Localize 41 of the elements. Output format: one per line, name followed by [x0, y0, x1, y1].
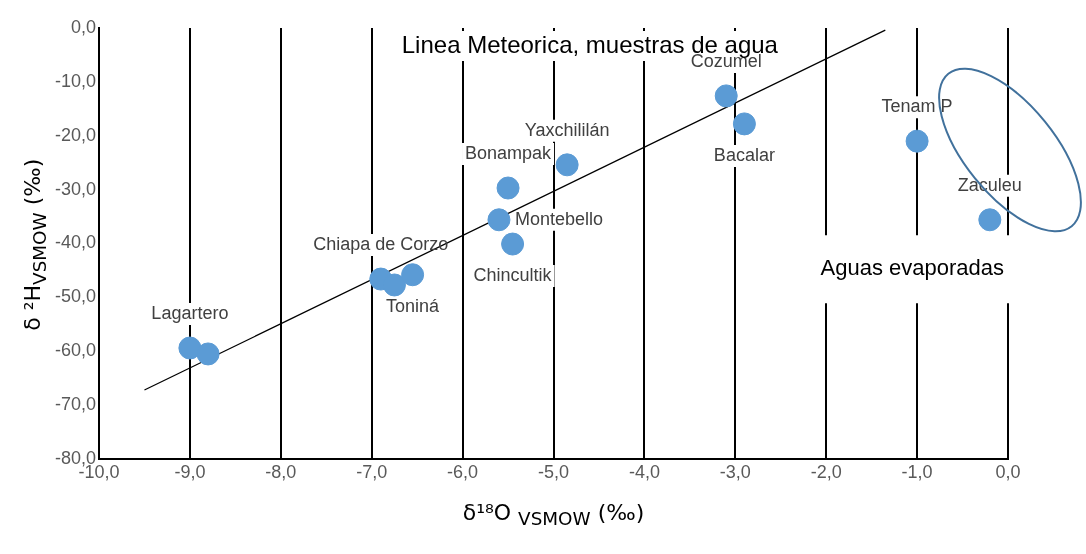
y-tick-label: -70,0	[54, 394, 96, 415]
point	[178, 336, 202, 360]
x-axis-title: δ¹⁸O $_{VSMOW}$ (‰)	[461, 500, 646, 530]
point	[555, 153, 579, 177]
y-tick-label: -60,0	[54, 340, 96, 361]
data-label: Tenam P	[881, 96, 953, 117]
point	[905, 129, 929, 153]
x-tick-label: -2,0	[810, 461, 842, 482]
x-tick-label: 0,0	[995, 461, 1021, 482]
point	[732, 112, 756, 136]
annotation: Aguas evaporadas	[820, 255, 1004, 281]
x-tick-label: -7,0	[356, 461, 388, 482]
data-label: Bonampak	[465, 142, 553, 163]
x-tick-label: -1,0	[901, 461, 933, 482]
y-tick-label: 0,0	[70, 16, 96, 37]
y-tick-label: -10,0	[54, 70, 96, 91]
point	[487, 208, 511, 232]
point	[501, 232, 525, 256]
point	[714, 84, 738, 108]
data-label: Chiapa de Corzo	[313, 234, 449, 255]
y-tick-label: -20,0	[54, 124, 96, 145]
x-tick-label: -5,0	[537, 461, 570, 482]
x-tick-label: -3,0	[719, 461, 751, 482]
y-tick-label: -40,0	[54, 232, 96, 253]
point	[978, 208, 1002, 232]
point	[382, 273, 406, 297]
data-label: Montebello	[514, 208, 604, 229]
point	[196, 342, 220, 366]
x-tick-label: -6,0	[447, 461, 479, 482]
data-label: Yaxchililán	[524, 119, 610, 140]
x-tick-label: -9,0	[174, 461, 206, 482]
data-label: Lagartero	[151, 302, 229, 323]
y-tick-label: -30,0	[54, 178, 96, 199]
x-tick-label: -8,0	[265, 461, 297, 482]
data-label: Bacalar	[713, 144, 775, 165]
y-tick-label: -50,0	[54, 286, 96, 307]
data-label: Toniná	[386, 295, 441, 316]
point	[496, 176, 520, 200]
point	[401, 263, 425, 287]
x-tick-label: -4,0	[628, 461, 660, 482]
data-label: Chincultik	[473, 265, 553, 286]
